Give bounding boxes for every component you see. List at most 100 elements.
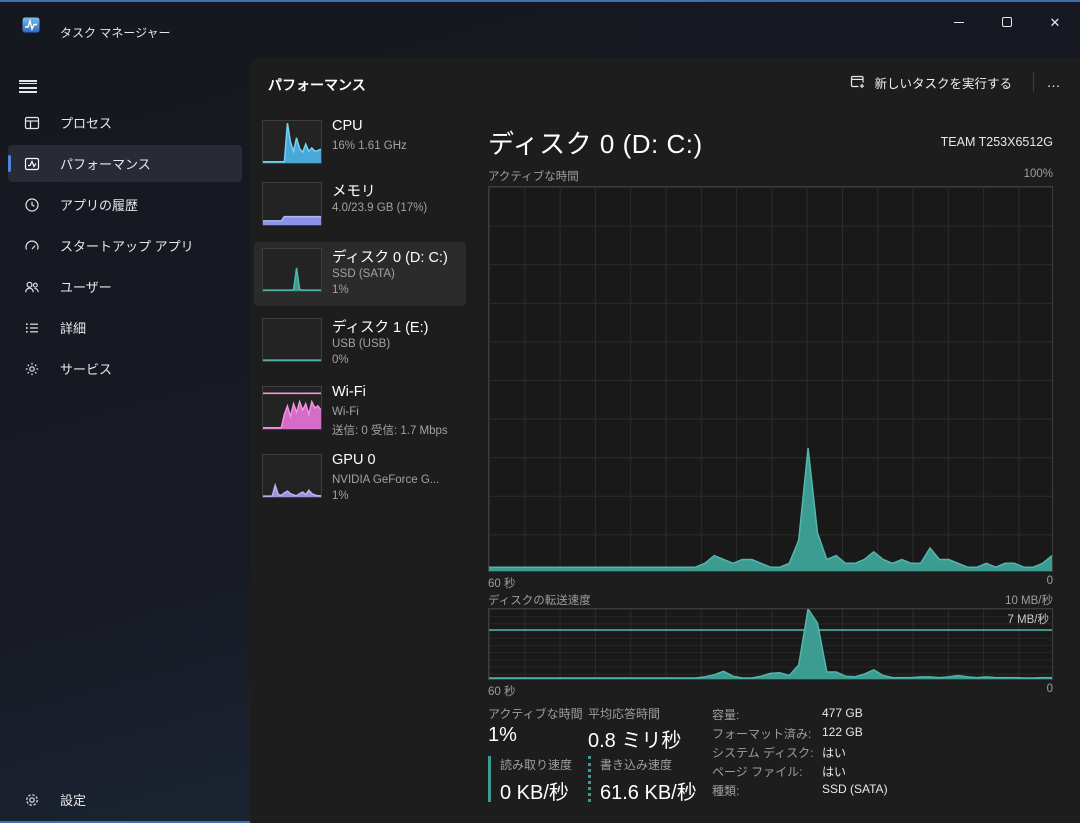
chart2-hline-label: 7 MB/秒 [1007, 614, 1049, 626]
maximize-button[interactable] [984, 4, 1030, 40]
sidebar-item-users[interactable]: ユーザー [8, 268, 242, 305]
perf-item-wifi[interactable]: Wi-Fi Wi-Fi 送信: 0 受信: 1.7 Mbps [254, 380, 466, 444]
chart1-x-right: 0 [1046, 575, 1053, 587]
gear-icon [26, 793, 38, 806]
perf-item-title: GPU 0 [332, 452, 376, 468]
window-title: タスク マネージャー [60, 26, 171, 40]
detail-value: はい [822, 765, 847, 779]
read-speed-stat: 読み取り速度 0 KB/秒 [488, 756, 573, 804]
sidebar-item-processes[interactable]: プロセス [8, 104, 242, 141]
read-speed-value: 0 KB/秒 [500, 782, 569, 804]
perf-item-cpu[interactable]: CPU 16% 1.61 GHz [254, 114, 466, 176]
sidebar-item-label: アプリの履歴 [60, 198, 139, 213]
sidebar-item-label: 詳細 [60, 321, 87, 336]
write-speed-label: 書き込み速度 [600, 758, 673, 772]
write-speed-value: 61.6 KB/秒 [600, 782, 697, 804]
chart2-max-label: 10 MB/秒 [1005, 595, 1053, 607]
details-icon [26, 322, 38, 333]
cpu-mini-chart [262, 120, 322, 164]
sidebar-item-label: 設定 [60, 793, 87, 808]
active-time-stat-value: 1% [488, 724, 517, 746]
perf-item-subtitle: 4.0/23.9 GB (17%) [332, 202, 428, 214]
new-task-icon [851, 75, 867, 90]
sidebar-item-settings[interactable]: 設定 [8, 781, 242, 818]
perf-item-disk1[interactable]: ディスク 1 (E:) USB (USB) 0% [254, 312, 466, 376]
chart1-max-label: 100% [1023, 168, 1053, 180]
sidebar-item-label: プロセス [60, 116, 113, 131]
perf-item-subtitle: NVIDIA GeForce G... [332, 474, 440, 486]
perf-item-disk0[interactable]: ディスク 0 (D: C:) SSD (SATA) 1% [254, 242, 466, 306]
detail-value: 477 GB [822, 706, 863, 720]
detail-value: SSD (SATA) [822, 782, 888, 796]
detail-value: 122 GB [822, 725, 863, 739]
task-manager-app-icon [22, 17, 40, 33]
perf-item-memory[interactable]: メモリ 4.0/23.9 GB (17%) [254, 176, 466, 238]
users-icon [25, 281, 39, 292]
perf-item-title: メモリ [332, 184, 376, 200]
perf-item-subtitle: 16% 1.61 GHz [332, 140, 407, 152]
hamburger-icon [19, 80, 37, 93]
detail-label: 容量: [712, 708, 740, 722]
memory-mini-chart [262, 182, 322, 226]
perf-item-title: Wi-Fi [332, 384, 366, 400]
avg-response-stat-value: 0.8 ミリ秒 [588, 730, 682, 752]
detail-value: はい [822, 746, 847, 760]
active-time-stat-label: アクティブな時間 [488, 707, 583, 721]
device-name: TEAM T253X6512G [940, 135, 1053, 149]
sidebar-item-app-history[interactable]: アプリの履歴 [8, 186, 242, 223]
write-speed-stat: 書き込み速度 61.6 KB/秒 [588, 756, 697, 804]
active-time-chart [488, 186, 1053, 572]
chart2-x-left: 60 秒 [488, 686, 516, 698]
performance-icon [24, 157, 40, 170]
gpu0-mini-chart [262, 454, 322, 498]
perf-item-value: 0% [332, 354, 349, 366]
transfer-rate-chart [488, 608, 1053, 680]
minimize-button[interactable] [936, 4, 982, 40]
chart1-x-left: 60 秒 [488, 578, 516, 590]
sidebar-item-label: ユーザー [60, 280, 112, 295]
perf-item-subtitle: SSD (SATA) [332, 268, 395, 280]
disk1-mini-chart [262, 318, 322, 362]
perf-item-title: ディスク 0 (D: C:) [332, 250, 448, 266]
sidebar-item-label: サービス [60, 362, 113, 377]
header-separator [1033, 72, 1034, 92]
navigation-menu-button[interactable] [8, 64, 48, 98]
detail-label: システム ディスク: [712, 746, 814, 760]
perf-item-value: 送信: 0 受信: 1.7 Mbps [332, 425, 448, 437]
detail-label: 種類: [712, 784, 740, 798]
services-icon [25, 362, 39, 375]
sidebar-item-details[interactable]: 詳細 [8, 309, 242, 346]
app-history-icon [25, 197, 39, 212]
page-title: パフォーマンス [268, 77, 366, 93]
close-button[interactable]: ✕ [1032, 4, 1078, 40]
selected-indicator [8, 155, 11, 172]
minimize-icon [954, 21, 964, 23]
maximize-icon [1002, 17, 1012, 27]
chart1-label: アクティブな時間 [488, 171, 579, 183]
disk-title: ディスク 0 (D: C:) [488, 129, 703, 159]
sidebar-item-services[interactable]: サービス [8, 350, 242, 387]
run-new-task-button[interactable]: 新しいタスクを実行する [840, 66, 1022, 98]
perf-item-title: ディスク 1 (E:) [332, 320, 429, 336]
perf-item-gpu0[interactable]: GPU 0 NVIDIA GeForce G... 1% [254, 448, 466, 512]
avg-response-stat-label: 平均応答時間 [588, 707, 661, 721]
read-speed-label: 読み取り速度 [500, 758, 573, 772]
chart2-label: ディスクの転送速度 [488, 595, 591, 607]
ellipsis-icon: … [1046, 74, 1062, 90]
sidebar-item-label: パフォーマンス [60, 157, 151, 172]
run-new-task-label: 新しいタスクを実行する [874, 76, 1012, 91]
sidebar-item-performance[interactable]: パフォーマンス [8, 145, 242, 182]
close-icon: ✕ [1049, 14, 1061, 30]
more-options-button[interactable]: … [1038, 66, 1070, 98]
detail-label: フォーマット済み: [712, 727, 812, 741]
disk0-mini-chart [262, 248, 322, 292]
chart2-x-right: 0 [1046, 683, 1053, 695]
wifi-mini-chart [262, 386, 322, 430]
perf-item-subtitle: USB (USB) [332, 338, 391, 350]
startup-apps-icon [25, 240, 39, 250]
sidebar-item-label: スタートアップ アプリ [60, 239, 194, 254]
perf-item-title: CPU [332, 118, 363, 134]
perf-item-subtitle: Wi-Fi [332, 406, 359, 418]
sidebar-item-startup-apps[interactable]: スタートアップ アプリ [8, 227, 242, 264]
